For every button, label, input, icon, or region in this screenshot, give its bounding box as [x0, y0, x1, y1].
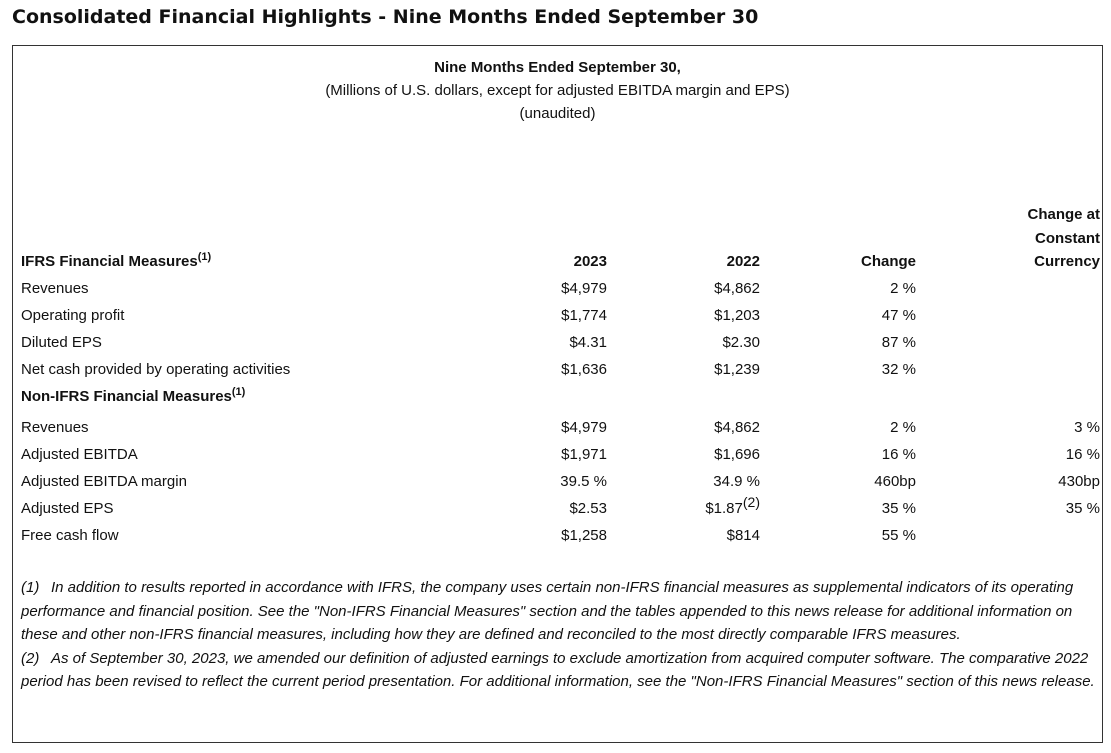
- cell-y2022: $1,696: [714, 446, 760, 463]
- footnote-text: In addition to results reported in accor…: [21, 579, 1074, 643]
- cell-change: 16 %: [881, 446, 916, 463]
- cell-label: Adjusted EPS: [21, 500, 114, 517]
- cell-label: Revenues: [21, 419, 89, 436]
- cell-y2022: $814: [726, 527, 760, 544]
- page-title: Consolidated Financial Highlights - Nine…: [12, 6, 759, 28]
- cell-change: 55 %: [881, 527, 916, 544]
- cell-y2022: $1.87(2): [607, 495, 760, 517]
- table-row: Adjusted EBITDA margin 39.5 % 34.9 % 460bp 4…: [13, 468, 1100, 495]
- cell-change: 35 %: [881, 500, 916, 517]
- cell-label: Adjusted EBITDA margin: [21, 473, 187, 490]
- section-label: Non-IFRS Financial Measures(1): [13, 386, 471, 406]
- table-row: Adjusted EPS $2.53 $1.87(2) 35 % 35 %: [13, 495, 1100, 522]
- table-row: Revenues $4,979 $4,862 2 % 3 %: [13, 414, 1100, 441]
- table-row: Net cash provided by operating activitie…: [13, 356, 1100, 383]
- cell-y2022: $4,862: [714, 419, 760, 436]
- label: Non-IFRS Financial Measures: [21, 388, 232, 405]
- footnote-ref: (2): [742, 494, 760, 510]
- cell-ccy: 430bp: [1058, 473, 1100, 490]
- footnote-number: (2): [21, 649, 40, 667]
- footnote-text: As of September 30, 2023, we amended our…: [21, 649, 1095, 691]
- cell-change: 47 %: [881, 307, 916, 324]
- table-period-heading: Nine Months Ended September 30,: [434, 59, 681, 76]
- cell-label: Diluted EPS: [21, 334, 102, 351]
- header-line: Currency: [1034, 253, 1100, 270]
- cell-y2022: $1,203: [714, 307, 760, 324]
- col-2022: 2022: [726, 253, 760, 270]
- cell-change: 2 %: [890, 280, 916, 297]
- constant-currency-header: Change at Constant Currency: [1027, 203, 1100, 274]
- cell-y2023: $1,774: [561, 307, 607, 324]
- table-audit-note: (unaudited): [519, 105, 596, 122]
- table-row: Adjusted EBITDA $1,971 $1,696 16 % 16 %: [13, 441, 1100, 468]
- cell-label: Free cash flow: [21, 527, 119, 544]
- label: IFRS Financial Measures: [21, 253, 198, 270]
- cell-y2022: 34.9 %: [713, 473, 760, 490]
- cell-ccy: 16 %: [1065, 446, 1100, 463]
- cell-y2022: $4,862: [714, 280, 760, 297]
- table-row: Operating profit $1,774 $1,203 47 %: [13, 302, 1100, 329]
- cell-y2023: $4,979: [561, 280, 607, 297]
- cell-y2023: $1,971: [561, 446, 607, 463]
- cell-change: 2 %: [890, 419, 916, 436]
- table-row: Diluted EPS $4.31 $2.30 87 %: [13, 329, 1100, 356]
- cell-label: Net cash provided by operating activitie…: [21, 361, 291, 378]
- header-line: Change at: [1027, 206, 1100, 223]
- col-change: Change: [860, 253, 916, 270]
- section-label: IFRS Financial Measures(1): [13, 251, 471, 271]
- cell-ccy: 3 %: [1074, 419, 1100, 436]
- footnote-ref: (1): [231, 386, 246, 398]
- cell-y2023: $2.53: [569, 500, 607, 517]
- footnote-number: (1): [21, 579, 40, 596]
- table-row: Revenues $4,979 $4,862 2 %: [13, 275, 1100, 302]
- cell-change: 32 %: [881, 361, 916, 378]
- financial-table: Nine Months Ended September 30, (Million…: [12, 45, 1103, 743]
- cell-label: Revenues: [21, 280, 89, 297]
- header-line: Constant: [1035, 229, 1100, 247]
- cell-y2023: $1,636: [561, 361, 607, 378]
- cell-y2023: $1,258: [561, 527, 607, 544]
- cell-change: 87 %: [881, 334, 916, 351]
- table-row: Free cash flow $1,258 $814 55 %: [13, 522, 1100, 549]
- cell-ccy: 35 %: [1065, 500, 1100, 517]
- cell-y2022: $2.30: [722, 334, 760, 351]
- cell-label: Adjusted EBITDA: [21, 446, 138, 463]
- nonifrs-header-row: Non-IFRS Financial Measures(1): [13, 383, 1100, 410]
- col-2023: 2023: [573, 253, 607, 270]
- table-units-note: (Millions of U.S. dollars, except for ad…: [325, 82, 790, 99]
- footnote: (1) In addition to results reported in ac…: [21, 576, 1096, 647]
- cell-y2023: $4.31: [569, 334, 607, 351]
- ifrs-header-row: IFRS Financial Measures(1) 2023 2022 Cha…: [13, 248, 1100, 275]
- cell-label: Operating profit: [21, 307, 125, 324]
- cell-y2022: $1,239: [714, 361, 760, 378]
- cell-y2023: 39.5 %: [560, 473, 607, 490]
- value: $1.87: [705, 500, 743, 517]
- footnotes: (1) In addition to results reported in ac…: [21, 576, 1096, 694]
- cell-y2023: $4,979: [561, 419, 607, 436]
- cell-change: 460bp: [874, 473, 916, 490]
- footnote: (2) As of September 30, 2023, we amended …: [21, 647, 1096, 694]
- footnote-ref: (1): [197, 251, 212, 263]
